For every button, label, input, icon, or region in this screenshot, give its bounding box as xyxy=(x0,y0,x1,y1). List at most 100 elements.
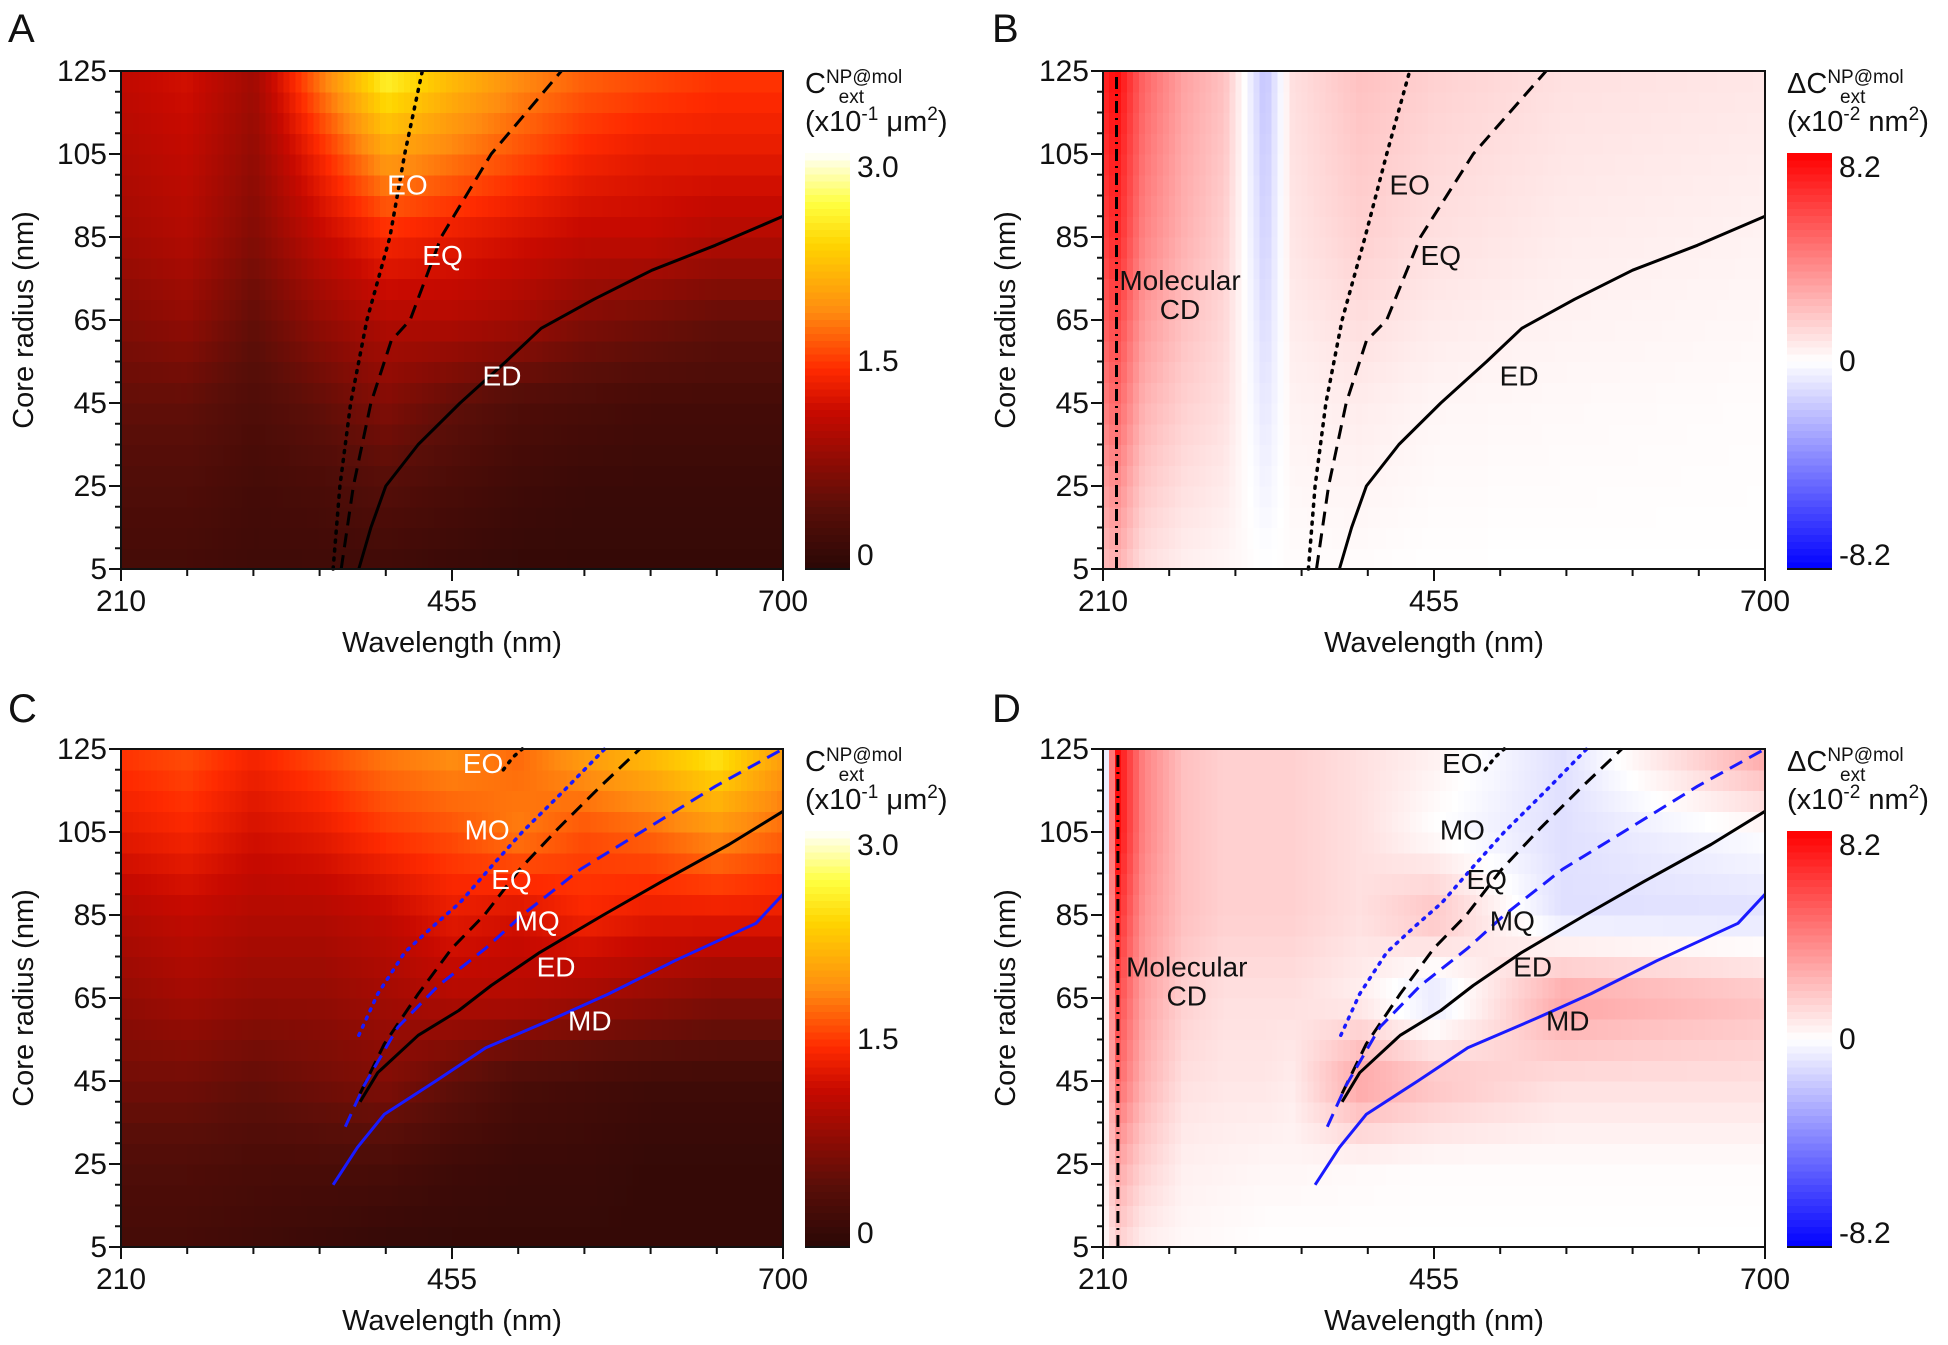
heatmap-cell xyxy=(1524,465,1531,487)
heatmap-cell xyxy=(235,112,242,134)
heatmap-cell xyxy=(524,71,531,93)
heatmap-cell xyxy=(686,257,694,280)
heatmap-cell xyxy=(289,112,297,134)
heatmap-cell xyxy=(127,216,134,238)
heatmap-cell xyxy=(476,465,483,487)
heatmap-cell xyxy=(1464,299,1471,321)
heatmap-cell xyxy=(1109,423,1116,446)
heatmap-cell xyxy=(421,71,429,93)
heatmap-cell xyxy=(1187,382,1194,404)
heatmap-cell xyxy=(139,174,146,197)
heatmap-cell xyxy=(253,133,261,155)
heatmap-cell xyxy=(680,423,688,446)
heatmap-cell xyxy=(464,133,471,155)
heatmap-cell xyxy=(1746,423,1754,446)
heatmap-cell xyxy=(692,174,700,197)
heatmap-cell xyxy=(1403,320,1411,342)
heatmap-cell xyxy=(1259,195,1267,217)
heatmap-cell xyxy=(325,71,333,93)
heatmap-cell xyxy=(584,174,592,197)
heatmap-cell xyxy=(602,382,610,404)
heatmap-cell xyxy=(229,91,236,114)
heatmap-cell xyxy=(554,154,561,176)
heatmap-cell xyxy=(470,403,477,425)
heatmap-cell xyxy=(698,320,706,342)
heatmap-cell xyxy=(1440,486,1447,508)
heatmap-cell xyxy=(554,174,561,197)
heatmap-cell xyxy=(325,154,333,176)
heatmap-cell xyxy=(439,237,447,259)
heatmap-cell xyxy=(482,257,489,280)
heatmap-cell xyxy=(421,91,429,114)
heatmap-cell xyxy=(1656,444,1664,466)
heatmap-cell xyxy=(566,527,573,549)
heatmap-cell xyxy=(1542,174,1549,197)
heatmap-cell xyxy=(391,486,399,508)
heatmap-cell xyxy=(1452,465,1459,487)
heatmap-cell xyxy=(1391,216,1399,238)
heatmap-cell xyxy=(596,133,604,155)
heatmap-cell xyxy=(1427,548,1435,570)
heatmap-cell xyxy=(686,486,694,508)
heatmap-cell xyxy=(265,361,273,383)
heatmap-cell xyxy=(1301,423,1309,446)
heatmap-cell xyxy=(1385,403,1393,425)
heatmap-cell xyxy=(1379,506,1387,529)
heatmap-cell xyxy=(530,257,537,280)
heatmap-cell xyxy=(500,174,507,197)
heatmap-cell xyxy=(638,71,646,93)
heatmap-cell xyxy=(1397,299,1405,321)
heatmap-cell xyxy=(602,340,610,363)
heatmap-cell xyxy=(1608,216,1616,238)
heatmap-cell xyxy=(415,91,423,114)
heatmap-cell xyxy=(1343,382,1351,404)
heatmap-cell xyxy=(470,486,477,508)
heatmap-cell xyxy=(1482,486,1489,508)
heatmap-cell xyxy=(716,257,724,280)
heatmap-cell xyxy=(331,299,339,321)
heatmap-cell xyxy=(1415,382,1423,404)
heatmap-cell xyxy=(1301,237,1309,259)
heatmap-cell xyxy=(1115,444,1122,466)
heatmap-cell xyxy=(247,133,254,155)
heatmap-cell xyxy=(1199,527,1206,549)
heatmap-cell xyxy=(1740,527,1748,549)
heatmap-cell xyxy=(133,133,140,155)
heatmap-cell xyxy=(554,506,561,529)
heatmap-cell xyxy=(1307,320,1315,342)
colorbar-step xyxy=(805,361,850,369)
heatmap-cell xyxy=(608,174,616,197)
heatmap-cell xyxy=(1500,527,1507,549)
heatmap-cell xyxy=(1722,403,1730,425)
heatmap-cell xyxy=(1710,382,1718,404)
heatmap-cell xyxy=(355,299,363,321)
heatmap-cell xyxy=(710,257,718,280)
heatmap-cell xyxy=(662,257,670,280)
heatmap-cell xyxy=(1271,320,1279,342)
heatmap-cell xyxy=(1241,257,1249,280)
heatmap-cell xyxy=(1247,237,1255,259)
heatmap-cell xyxy=(1620,506,1628,529)
heatmap-cell xyxy=(1115,340,1122,363)
heatmap-cell xyxy=(331,382,339,404)
heatmap-cell xyxy=(283,548,291,570)
heatmap-cell xyxy=(1271,382,1279,404)
heatmap-cell xyxy=(277,133,285,155)
heatmap-cell xyxy=(716,174,724,197)
heatmap-cell xyxy=(1151,320,1158,342)
heatmap-cell xyxy=(1554,154,1561,176)
heatmap-cell xyxy=(686,465,694,487)
heatmap-cell xyxy=(229,71,236,93)
heatmap-cell xyxy=(1506,278,1513,300)
heatmap-cell xyxy=(1470,320,1477,342)
heatmap-cell xyxy=(391,133,399,155)
heatmap-cell xyxy=(1289,154,1297,176)
heatmap-cell xyxy=(530,465,537,487)
heatmap-cell xyxy=(740,465,748,487)
heatmap-cell xyxy=(452,174,459,197)
heatmap-cell xyxy=(1331,382,1339,404)
heatmap-cell xyxy=(1325,340,1333,363)
colorbar-step xyxy=(805,180,850,189)
heatmap-cell xyxy=(1367,444,1375,466)
heatmap-cell xyxy=(415,548,423,570)
